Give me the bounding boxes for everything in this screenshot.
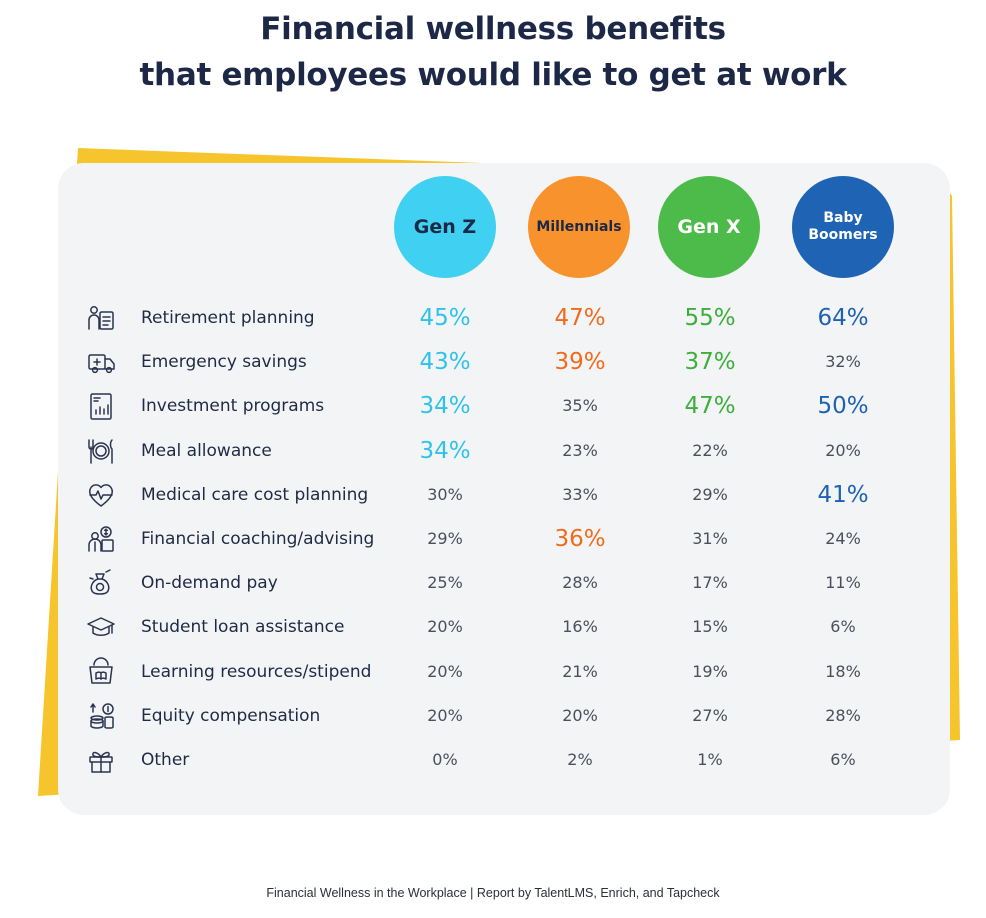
value-cell: 2% bbox=[567, 750, 593, 769]
value-cell: 16% bbox=[562, 617, 598, 637]
table-row: Equity compensation 20% 20% 27% 28% bbox=[0, 694, 986, 738]
value-cell: 32% bbox=[825, 352, 861, 372]
title-line-1: Financial wellness benefits bbox=[260, 11, 726, 47]
column-header-gen-x: Gen X bbox=[658, 176, 760, 278]
value-cell: 64% bbox=[817, 305, 869, 331]
table-row: Investment programs 34% 35% 47% 50% bbox=[0, 384, 986, 428]
value-cell: 18% bbox=[825, 661, 861, 681]
row-label: Other bbox=[141, 750, 190, 770]
value-cell: 33% bbox=[562, 484, 598, 504]
table-row: Student loan assistance 20% 16% 15% 6% bbox=[0, 605, 986, 649]
table-row: Emergency savings 43% 39% 37% 32% bbox=[0, 340, 986, 384]
value-cell: 31% bbox=[692, 529, 728, 548]
column-header-label: Millennials bbox=[536, 219, 622, 235]
row-label: Learning resources/stipend bbox=[141, 661, 372, 682]
value-cell: 17% bbox=[692, 573, 728, 593]
column-header-label: Baby bbox=[823, 210, 863, 226]
value-cell: 50% bbox=[817, 393, 869, 420]
book-purse-icon bbox=[89, 656, 113, 684]
row-label: Emergency savings bbox=[141, 352, 307, 373]
column-header-millennials: Millennials bbox=[528, 176, 630, 278]
value-cell: 35% bbox=[562, 396, 598, 416]
value-cell: 6% bbox=[830, 750, 856, 769]
row-label: Equity compensation bbox=[141, 705, 321, 726]
value-cell: 37% bbox=[684, 349, 736, 376]
gift-icon bbox=[89, 751, 113, 773]
value-cell: 39% bbox=[554, 349, 606, 376]
row-label: Student loan assistance bbox=[141, 617, 345, 638]
value-cell: 28% bbox=[825, 705, 861, 725]
column-header-gen-z: Gen Z bbox=[394, 176, 496, 278]
value-cell: 28% bbox=[562, 573, 598, 593]
table-row: Meal allowance 34% 23% 22% 20% bbox=[0, 429, 986, 473]
value-cell: 15% bbox=[692, 617, 728, 637]
table-card bbox=[58, 163, 950, 815]
value-cell: 19% bbox=[692, 661, 728, 681]
value-cell: 36% bbox=[554, 526, 606, 552]
coin-stack-icon bbox=[90, 703, 114, 729]
investment-doc-icon bbox=[90, 393, 112, 421]
value-cell: 6% bbox=[830, 617, 856, 637]
table-row: Learning resources/stipend 20% 21% 19% 18% bbox=[0, 650, 986, 694]
retirement-icon bbox=[88, 306, 114, 330]
value-cell: 45% bbox=[419, 305, 471, 331]
table-row: On-demand pay 25% 28% 17% 11% bbox=[0, 561, 986, 605]
value-cell: 20% bbox=[825, 440, 861, 460]
source-note: Financial Wellness in the Workplace | Re… bbox=[266, 886, 720, 900]
value-cell: 27% bbox=[692, 705, 728, 725]
value-cell: 43% bbox=[419, 349, 471, 376]
value-cell: 24% bbox=[825, 529, 861, 548]
value-cell: 22% bbox=[692, 440, 728, 460]
value-cell: 41% bbox=[817, 481, 869, 508]
value-cell: 55% bbox=[684, 305, 736, 331]
row-label: On-demand pay bbox=[141, 573, 278, 594]
table-row: Financial coaching/advising 29% 36% 31% 24% bbox=[0, 517, 986, 561]
value-cell: 11% bbox=[825, 573, 861, 593]
chart-title: Financial wellness benefits that employe… bbox=[0, 6, 986, 98]
value-cell: 29% bbox=[427, 529, 463, 548]
value-cell: 34% bbox=[419, 393, 471, 420]
table-row: Medical care cost planning 30% 33% 29% 41% bbox=[0, 473, 986, 517]
row-label: Retirement planning bbox=[141, 308, 315, 328]
value-cell: 34% bbox=[419, 437, 471, 464]
row-label: Investment programs bbox=[141, 396, 325, 417]
value-cell: 20% bbox=[427, 705, 463, 725]
value-cell: 30% bbox=[427, 484, 463, 504]
column-header-label: Gen X bbox=[677, 216, 741, 238]
value-cell: 20% bbox=[427, 661, 463, 681]
value-cell: 23% bbox=[562, 440, 598, 460]
value-cell: 21% bbox=[562, 661, 598, 681]
table-row: Other 0% 2% 1% 6% bbox=[0, 738, 986, 782]
meal-plate-icon bbox=[88, 438, 113, 464]
coach-icon bbox=[88, 526, 114, 552]
heart-pulse-icon bbox=[89, 483, 113, 507]
value-cell: 47% bbox=[684, 393, 736, 420]
value-cell: 47% bbox=[554, 305, 606, 331]
value-cell: 25% bbox=[427, 573, 463, 593]
money-bag-icon bbox=[89, 569, 111, 595]
row-label: Medical care cost planning bbox=[141, 484, 369, 505]
table-row: Retirement planning 45% 47% 55% 64% bbox=[0, 296, 986, 340]
ambulance-icon bbox=[88, 354, 115, 374]
column-header-label: Boomers bbox=[808, 227, 878, 243]
value-cell: 1% bbox=[697, 750, 723, 769]
value-cell: 0% bbox=[432, 750, 458, 769]
column-header-baby-boomers: Baby Boomers bbox=[792, 176, 894, 278]
value-cell: 20% bbox=[427, 617, 463, 637]
row-label: Financial coaching/advising bbox=[141, 529, 375, 549]
column-header-label: Gen Z bbox=[413, 216, 477, 238]
graduation-cap-icon bbox=[87, 617, 115, 637]
title-line-2: that employees would like to get at work bbox=[139, 57, 847, 93]
value-cell: 20% bbox=[562, 705, 598, 725]
row-label: Meal allowance bbox=[141, 440, 272, 461]
value-cell: 29% bbox=[692, 484, 728, 504]
